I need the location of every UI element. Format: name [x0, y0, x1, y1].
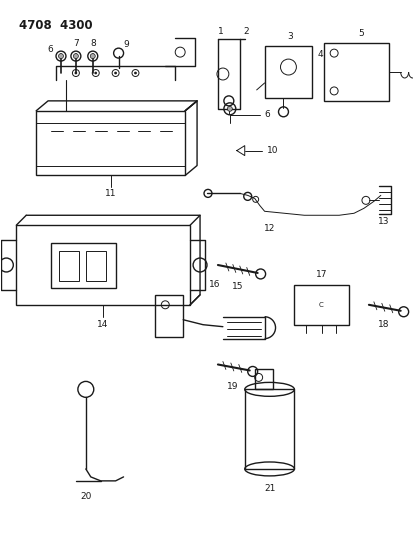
- Bar: [254, 369, 272, 389]
- Text: 7: 7: [73, 39, 78, 47]
- Bar: [16, 225, 190, 305]
- Circle shape: [134, 72, 136, 74]
- Text: 4: 4: [316, 50, 322, 59]
- Circle shape: [227, 107, 232, 111]
- Circle shape: [75, 72, 77, 74]
- Text: 18: 18: [377, 320, 389, 329]
- Text: 10: 10: [266, 146, 278, 155]
- Text: 19: 19: [226, 382, 238, 391]
- Bar: [59, 251, 78, 281]
- Bar: [85, 251, 105, 281]
- Bar: [51, 243, 115, 288]
- Bar: [294, 285, 348, 325]
- Text: 6: 6: [264, 110, 270, 119]
- Bar: [36, 111, 185, 175]
- Circle shape: [90, 54, 95, 59]
- Circle shape: [114, 72, 116, 74]
- Circle shape: [73, 54, 78, 59]
- Text: 14: 14: [97, 320, 108, 329]
- Text: 12: 12: [263, 224, 275, 233]
- Bar: [323, 43, 388, 101]
- Text: 6: 6: [47, 45, 53, 54]
- Text: 16: 16: [209, 280, 220, 289]
- Text: C: C: [318, 302, 323, 308]
- Text: 11: 11: [104, 189, 116, 198]
- Text: 15: 15: [231, 282, 243, 292]
- Circle shape: [95, 72, 97, 74]
- Bar: [264, 46, 311, 98]
- Text: 1: 1: [218, 27, 223, 36]
- Text: 13: 13: [377, 217, 389, 226]
- Circle shape: [58, 54, 63, 59]
- Text: 3: 3: [287, 31, 292, 41]
- Text: 2: 2: [242, 27, 248, 36]
- Text: 8: 8: [90, 39, 95, 47]
- Text: 17: 17: [315, 270, 326, 279]
- Text: 9: 9: [123, 39, 129, 49]
- Text: 21: 21: [263, 484, 275, 494]
- Text: 4708  4300: 4708 4300: [19, 19, 93, 33]
- Text: 5: 5: [357, 29, 363, 38]
- Bar: [244, 389, 294, 469]
- Text: 20: 20: [80, 492, 91, 502]
- Bar: [155, 295, 183, 337]
